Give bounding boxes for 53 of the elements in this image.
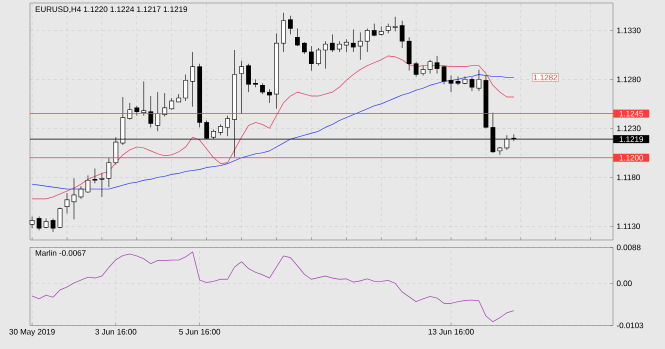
candlestick: [322, 40, 328, 69]
candlestick: [148, 96, 154, 128]
candlestick: [392, 16, 398, 32]
candlestick: [316, 48, 321, 66]
candlestick: [308, 46, 314, 71]
candlestick: [434, 56, 440, 74]
candlestick: [218, 124, 224, 136]
candlestick: [344, 38, 349, 52]
candlestick: [169, 98, 174, 110]
candlestick: [100, 173, 104, 198]
candlestick: [281, 12, 286, 52]
candlestick: [225, 115, 230, 136]
candlestick: [72, 178, 76, 220]
candlestick: [86, 175, 90, 194]
candlestick: [58, 207, 62, 229]
candlestick: [253, 79, 258, 88]
candlestick: [442, 65, 446, 85]
candlestick: [44, 218, 48, 229]
candlestick: [260, 83, 265, 94]
candlestick: [386, 23, 391, 34]
candlestick: [406, 36, 412, 71]
candlestick: [106, 157, 112, 188]
candlestick: [470, 77, 474, 92]
candlestick: [372, 23, 377, 37]
candlestick: [414, 61, 419, 77]
candlestick: [302, 42, 307, 54]
candlestick: [476, 69, 482, 92]
candlestick: [50, 218, 56, 232]
candlestick: [246, 63, 251, 92]
candlestick: [78, 186, 84, 200]
candlestick: [64, 192, 70, 214]
candlestick: [358, 32, 363, 60]
candlestick: [456, 76, 460, 86]
candlestick: [267, 88, 272, 104]
candlestick: [141, 81, 146, 116]
candlestick: [92, 168, 98, 184]
candlestick: [190, 52, 196, 108]
candlestick: [448, 75, 454, 92]
candlestick: [295, 28, 300, 46]
candlestick: [127, 102, 132, 120]
candlestick: [428, 59, 432, 74]
candlestick: [288, 15, 293, 35]
candlestick: [36, 216, 42, 231]
candlestick: [420, 65, 426, 76]
candlestick: [336, 40, 342, 52]
candlestick: [183, 74, 188, 102]
candlestick: [364, 28, 370, 52]
candlestick: [134, 106, 140, 116]
candlestick: [30, 216, 34, 229]
candlestick: [330, 34, 335, 52]
candlestick: [400, 20, 405, 48]
candlestick: [239, 60, 244, 114]
candlestick: [350, 29, 356, 52]
